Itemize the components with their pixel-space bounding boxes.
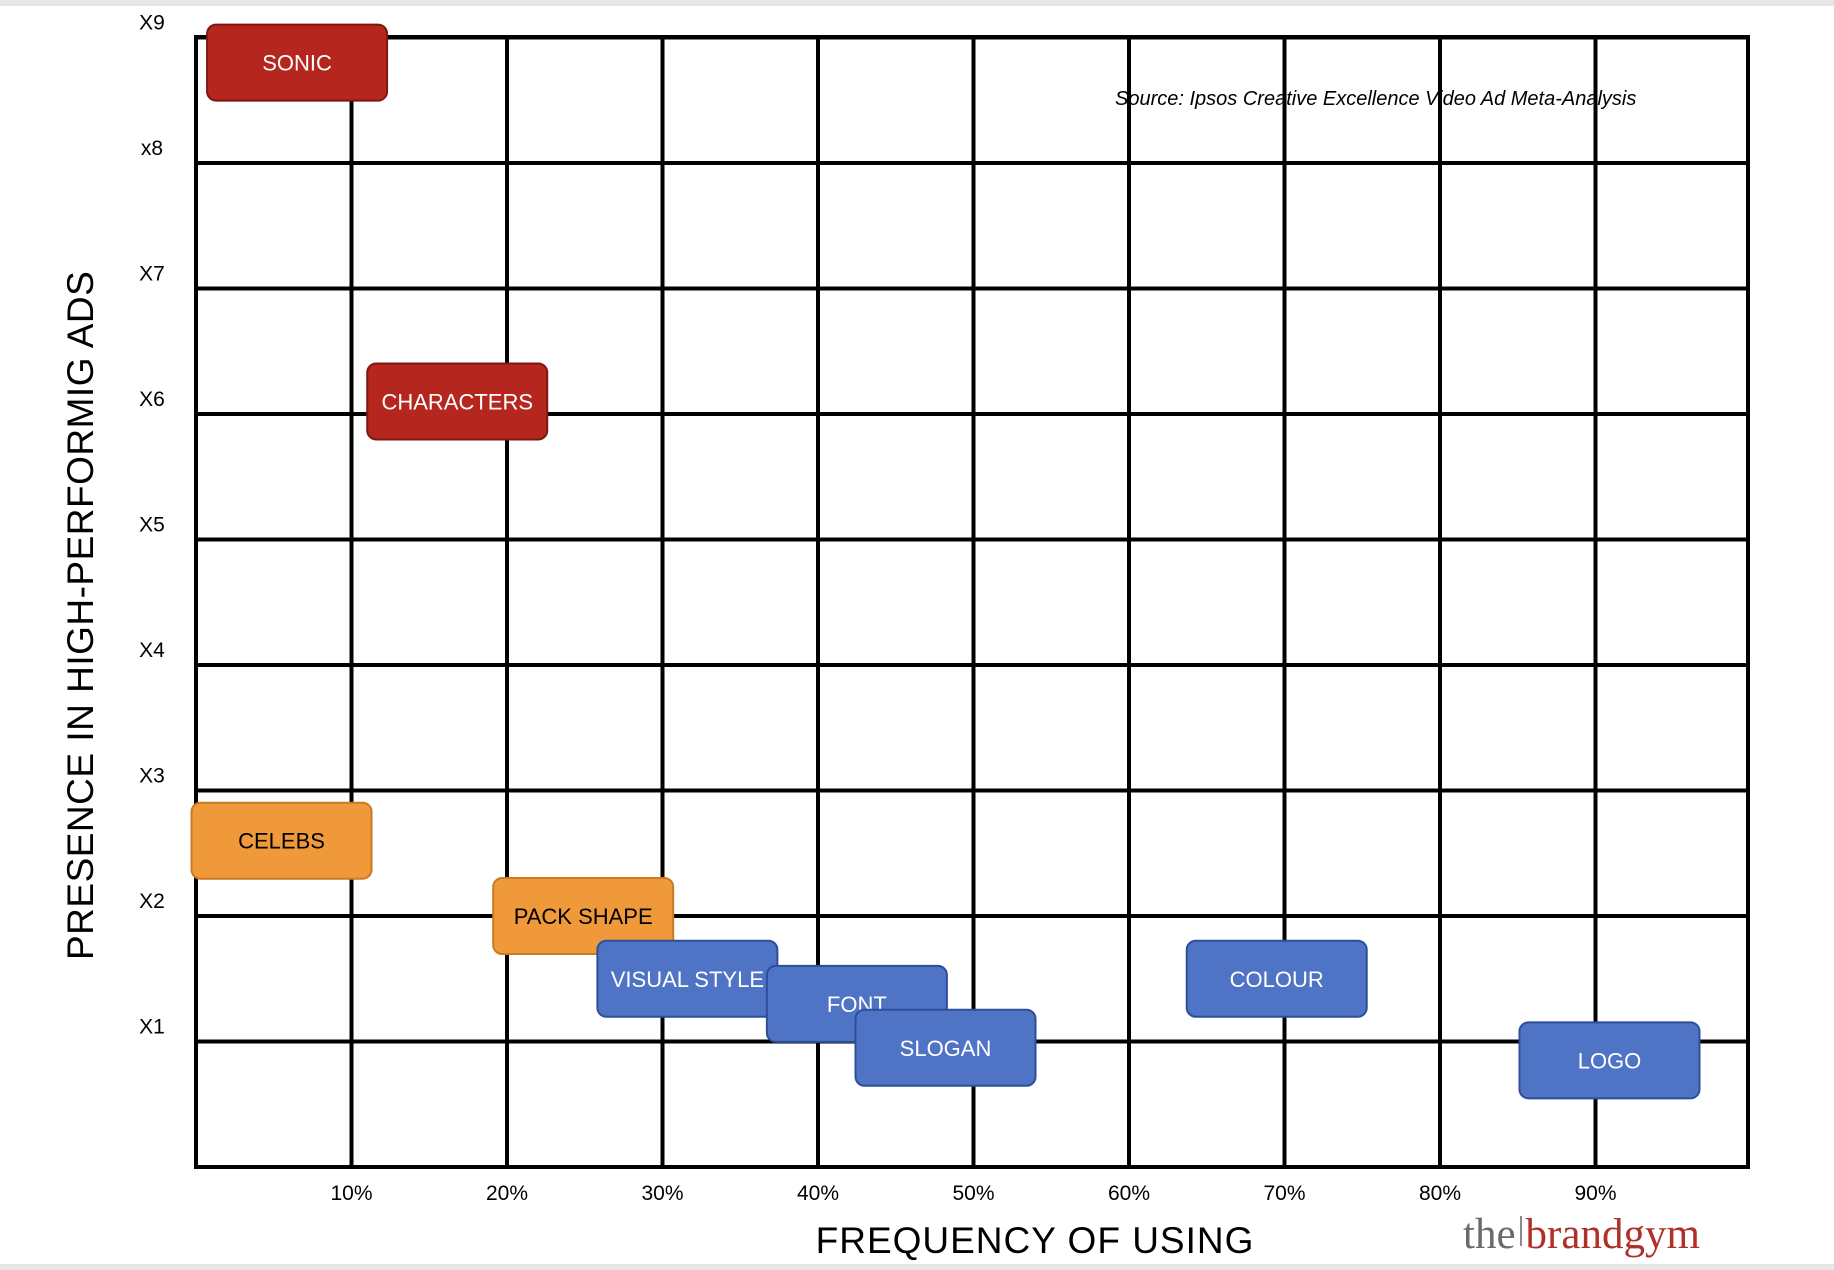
y-tick-label: x8 [141,137,163,160]
x-tick-label: 50% [952,1182,994,1205]
y-tick-label: X3 [139,765,165,788]
point-label-sonic: SONIC [262,51,332,76]
point-sonic [206,23,389,102]
y-tick-label: X9 [139,12,165,35]
point-characters [366,362,549,441]
point-label-colour: COLOUR [1230,967,1324,992]
point-label-visual-style: VISUAL STYLE [611,967,764,992]
y-axis-label: PRESENCE IN HIGH-PERFORMIG ADS [60,270,101,960]
y-tick-label: X7 [139,263,165,286]
x-tick-label: 20% [486,1182,528,1205]
point-label-slogan: SLOGAN [900,1036,992,1061]
y-tick-label: X6 [139,388,165,411]
y-tick-label: X1 [139,1016,165,1039]
bottom-border [0,1264,1834,1270]
brand-separator [1519,1216,1522,1246]
point-colour [1185,939,1368,1018]
point-pack-shape [492,877,675,955]
point-label-logo: LOGO [1578,1048,1642,1073]
x-tick-label: 60% [1108,1182,1150,1205]
top-border [0,0,1834,6]
brand-gym: brandgym [1525,1211,1700,1258]
y-tick-label: X5 [139,514,165,537]
point-label-celebs: CELEBS [238,829,325,854]
x-tick-label: 80% [1419,1182,1461,1205]
y-tick-label: X2 [139,890,165,913]
point-label-pack-shape: PACK SHAPE [514,904,653,929]
x-tick-label: 70% [1263,1182,1305,1205]
point-celebs [190,801,373,880]
x-tick-label: 90% [1574,1182,1616,1205]
point-slogan [854,1008,1037,1087]
brand-the: the [1463,1211,1516,1258]
x-axis-label: FREQUENCY OF USING [815,1220,1255,1261]
brand-logo: the brandgym [1463,1210,1700,1259]
x-tick-label: 10% [330,1182,372,1205]
y-tick-label: X4 [139,639,165,662]
x-tick-label: 40% [797,1182,839,1205]
x-tick-label: 30% [641,1182,683,1205]
plot-frame [194,35,1750,1169]
point-logo [1518,1021,1701,1100]
source-note: Source: Ipsos Creative Excellence Video … [1115,88,1637,110]
point-label-characters: CHARACTERS [381,389,533,414]
